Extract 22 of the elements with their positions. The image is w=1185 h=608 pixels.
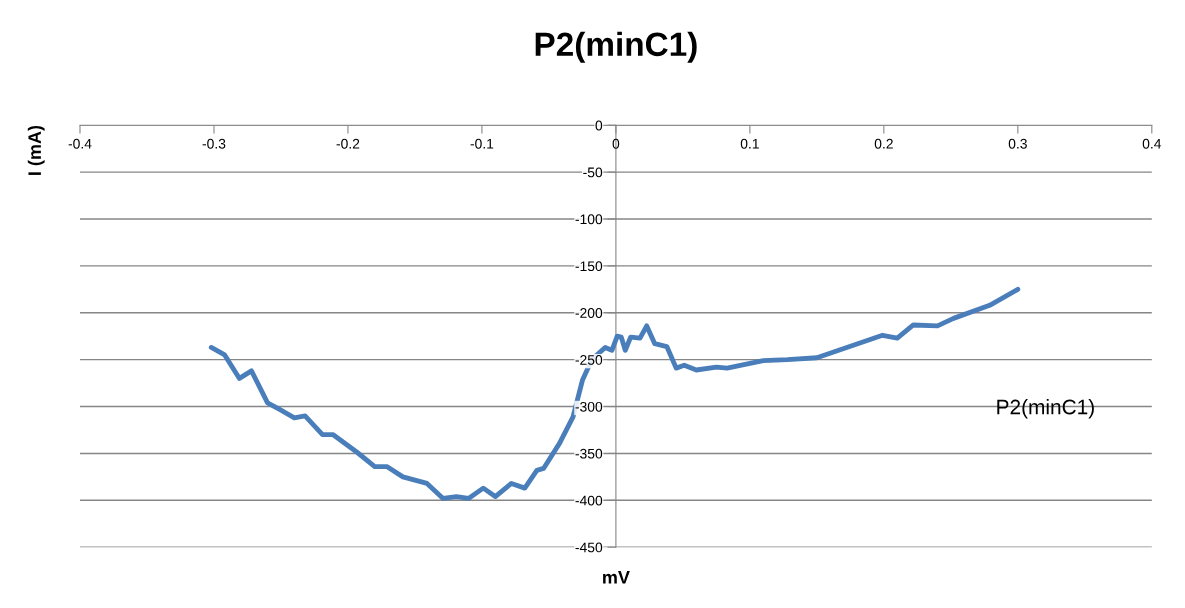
y-tick-label: -450 bbox=[575, 542, 603, 553]
x-tick-label: 0.4 bbox=[1142, 138, 1162, 149]
x-tick-label: 0.2 bbox=[874, 138, 893, 149]
x-tick-label: -0.2 bbox=[336, 138, 360, 149]
chart-title: P2(minC1) bbox=[535, 31, 697, 63]
y-tick-label: -50 bbox=[583, 167, 603, 178]
y-tick-label: -100 bbox=[575, 214, 603, 225]
y-tick-label: -300 bbox=[575, 401, 603, 412]
y-tick-label: -150 bbox=[575, 261, 603, 272]
x-tick-label: 0 bbox=[612, 138, 620, 149]
x-tick-label: -0.4 bbox=[68, 138, 92, 149]
y-tick-label: -350 bbox=[575, 448, 603, 459]
x-axis-title: mV bbox=[603, 571, 630, 584]
x-tick-label: 0.3 bbox=[1008, 138, 1027, 149]
y-tick-label: -200 bbox=[575, 308, 603, 318]
y-axis-title: I (mA) bbox=[27, 125, 45, 175]
y-tick-label: -400 bbox=[575, 495, 603, 506]
y-tick-label: 0 bbox=[595, 120, 603, 131]
x-tick-label: 0.1 bbox=[740, 138, 759, 149]
x-tick-label: -0.3 bbox=[202, 138, 226, 149]
x-tick-label: -0.1 bbox=[470, 138, 494, 149]
text: P2(minC1) bbox=[997, 399, 1094, 419]
